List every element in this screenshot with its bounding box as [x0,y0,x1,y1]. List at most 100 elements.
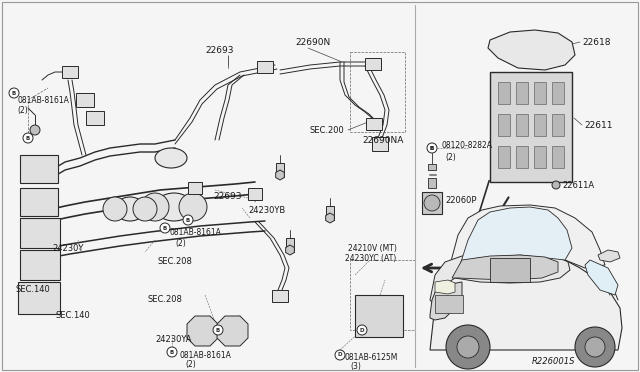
Bar [372,137,388,151]
Bar [516,82,528,104]
Polygon shape [460,207,572,265]
Bar [326,206,334,220]
Polygon shape [450,205,605,268]
Circle shape [183,215,193,225]
Bar [498,82,510,104]
Text: 24230YC (AT): 24230YC (AT) [345,253,396,263]
Bar [498,146,510,168]
Text: B: B [26,135,30,141]
Bar [534,114,546,136]
Text: B: B [170,350,174,355]
Circle shape [103,197,127,221]
Circle shape [179,193,207,221]
Polygon shape [435,280,455,294]
Bar [516,146,528,168]
Text: SEC.208: SEC.208 [148,295,183,305]
Bar [490,258,530,282]
Circle shape [552,181,560,189]
Bar [366,118,382,130]
Polygon shape [598,250,620,262]
Circle shape [424,195,440,211]
Text: D: D [360,327,364,333]
Circle shape [335,350,345,360]
Circle shape [457,336,479,358]
Text: 24210V (MT): 24210V (MT) [348,244,397,253]
Bar [257,61,273,73]
Text: B: B [186,218,190,222]
Circle shape [30,125,40,135]
Bar [20,250,60,280]
Bar [552,146,564,168]
Text: 081AB-8161A: 081AB-8161A [170,228,222,237]
Text: 22618: 22618 [582,38,611,46]
Text: D: D [338,353,342,357]
Text: 22690NA: 22690NA [362,135,403,144]
Polygon shape [430,282,462,320]
Bar [428,178,436,188]
Text: 081AB-8161A: 081AB-8161A [180,352,232,360]
Text: (3): (3) [350,362,361,371]
Polygon shape [187,316,218,346]
Text: B: B [12,90,16,96]
Polygon shape [452,255,558,280]
Text: 22690N: 22690N [295,38,330,46]
Polygon shape [430,255,622,350]
Text: 22060P: 22060P [445,196,477,205]
Circle shape [141,193,169,221]
Bar [248,188,262,200]
Text: 22693: 22693 [205,45,234,55]
Bar [62,66,78,78]
Bar [18,282,60,314]
Text: SEC.140: SEC.140 [55,311,90,320]
Circle shape [357,325,367,335]
Polygon shape [585,260,618,295]
Circle shape [133,197,157,221]
Text: 22693: 22693 [214,192,243,201]
Text: (2): (2) [185,359,196,369]
Circle shape [427,143,437,153]
Bar [428,164,436,170]
Bar [276,163,284,177]
Circle shape [575,327,615,367]
Text: B: B [430,145,434,151]
Bar [516,114,528,136]
Bar [534,146,546,168]
Bar [534,82,546,104]
Text: B: B [430,145,434,151]
Ellipse shape [115,197,145,221]
Bar [435,295,463,313]
Text: 081AB-6125M: 081AB-6125M [345,353,398,362]
Text: 08120-8282A: 08120-8282A [442,141,493,150]
Circle shape [167,347,177,357]
Text: 24230YB: 24230YB [248,205,285,215]
Bar [350,260,415,330]
Text: 081AB-8161A: 081AB-8161A [17,96,69,105]
Bar [272,290,288,302]
Bar [355,295,403,337]
Circle shape [23,133,33,143]
Text: (2): (2) [175,238,186,247]
Bar [86,111,104,125]
Text: SEC.208: SEC.208 [158,257,193,266]
Bar [20,218,60,248]
Circle shape [585,337,605,357]
Bar [552,82,564,104]
Text: SEC.140: SEC.140 [15,285,50,295]
Bar [422,192,442,214]
Bar [490,72,572,182]
Bar [552,114,564,136]
Circle shape [446,325,490,369]
Text: 24230Y: 24230Y [52,244,83,253]
Polygon shape [285,245,294,255]
Text: 22611A: 22611A [562,180,594,189]
Text: B: B [216,327,220,333]
Bar [20,188,58,216]
Text: 24230YA: 24230YA [155,336,191,344]
Text: 22611: 22611 [584,121,612,129]
Bar [498,114,510,136]
Polygon shape [217,316,248,346]
Polygon shape [430,255,570,302]
Bar [188,182,202,194]
Polygon shape [326,213,334,223]
Bar [350,52,405,132]
